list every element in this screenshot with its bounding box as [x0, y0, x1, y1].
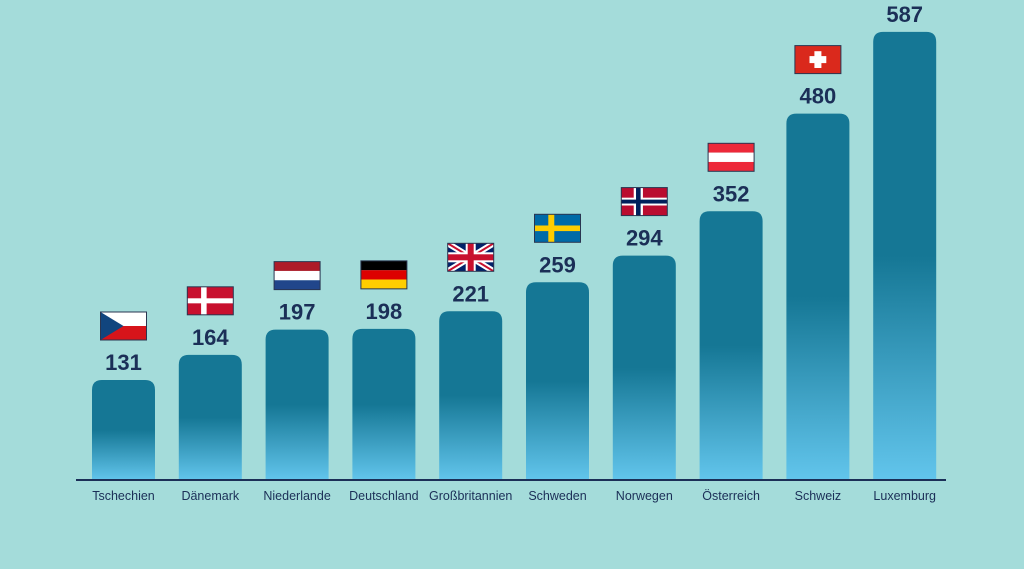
flag-sweden-icon: [534, 213, 581, 243]
x-tick-label: Niederlande: [263, 489, 330, 503]
bar: [699, 211, 763, 480]
flag-netherlands-icon: [273, 261, 321, 291]
flag-norway-icon: [620, 187, 668, 217]
flag-denmark-icon: [186, 286, 234, 316]
data-label: 221: [452, 281, 489, 306]
data-label: 352: [713, 181, 750, 206]
x-tick-label: Großbritannien: [429, 489, 512, 503]
x-tick-label: Österreich: [702, 489, 760, 503]
category-labels-group: Tschechien Dänemark Niederlande Deutschland…: [92, 489, 936, 503]
data-label: 164: [192, 325, 229, 350]
x-tick-label: Norwegen: [616, 489, 673, 503]
x-tick-label: Schweiz: [795, 489, 842, 503]
flag-germany-icon: [360, 260, 408, 290]
bar: [526, 282, 589, 480]
flag-austria-icon: [707, 142, 755, 172]
bar: [178, 354, 242, 480]
flag-switzerland-icon: [794, 45, 842, 75]
data-label: 294: [626, 226, 663, 251]
x-tick-label: Tschechien: [92, 489, 155, 503]
bar: [265, 329, 329, 480]
data-label: 131: [105, 350, 142, 375]
x-tick-label: Deutschland: [349, 489, 419, 503]
x-tick-label: Dänemark: [181, 489, 239, 503]
bar: [873, 31, 937, 480]
x-tick-label: Schweden: [528, 489, 586, 503]
data-label: 198: [366, 299, 403, 324]
bar: [786, 113, 850, 480]
bar: [439, 311, 503, 480]
flags-group: [100, 45, 842, 341]
x-tick-label: Luxemburg: [873, 489, 936, 503]
bar: [352, 328, 416, 480]
data-label: 197: [279, 300, 316, 325]
data-label: 587: [886, 2, 923, 27]
flag-uk-icon: [447, 242, 495, 272]
data-label: 259: [539, 252, 576, 277]
value-labels-group: 131 164 197 198 221 259 294 352 480 587: [105, 2, 923, 375]
data-label: 480: [800, 84, 837, 109]
bar: [612, 255, 676, 480]
bar: [92, 380, 155, 480]
bars-group: [92, 31, 937, 480]
flag-czech-icon: [100, 311, 147, 341]
